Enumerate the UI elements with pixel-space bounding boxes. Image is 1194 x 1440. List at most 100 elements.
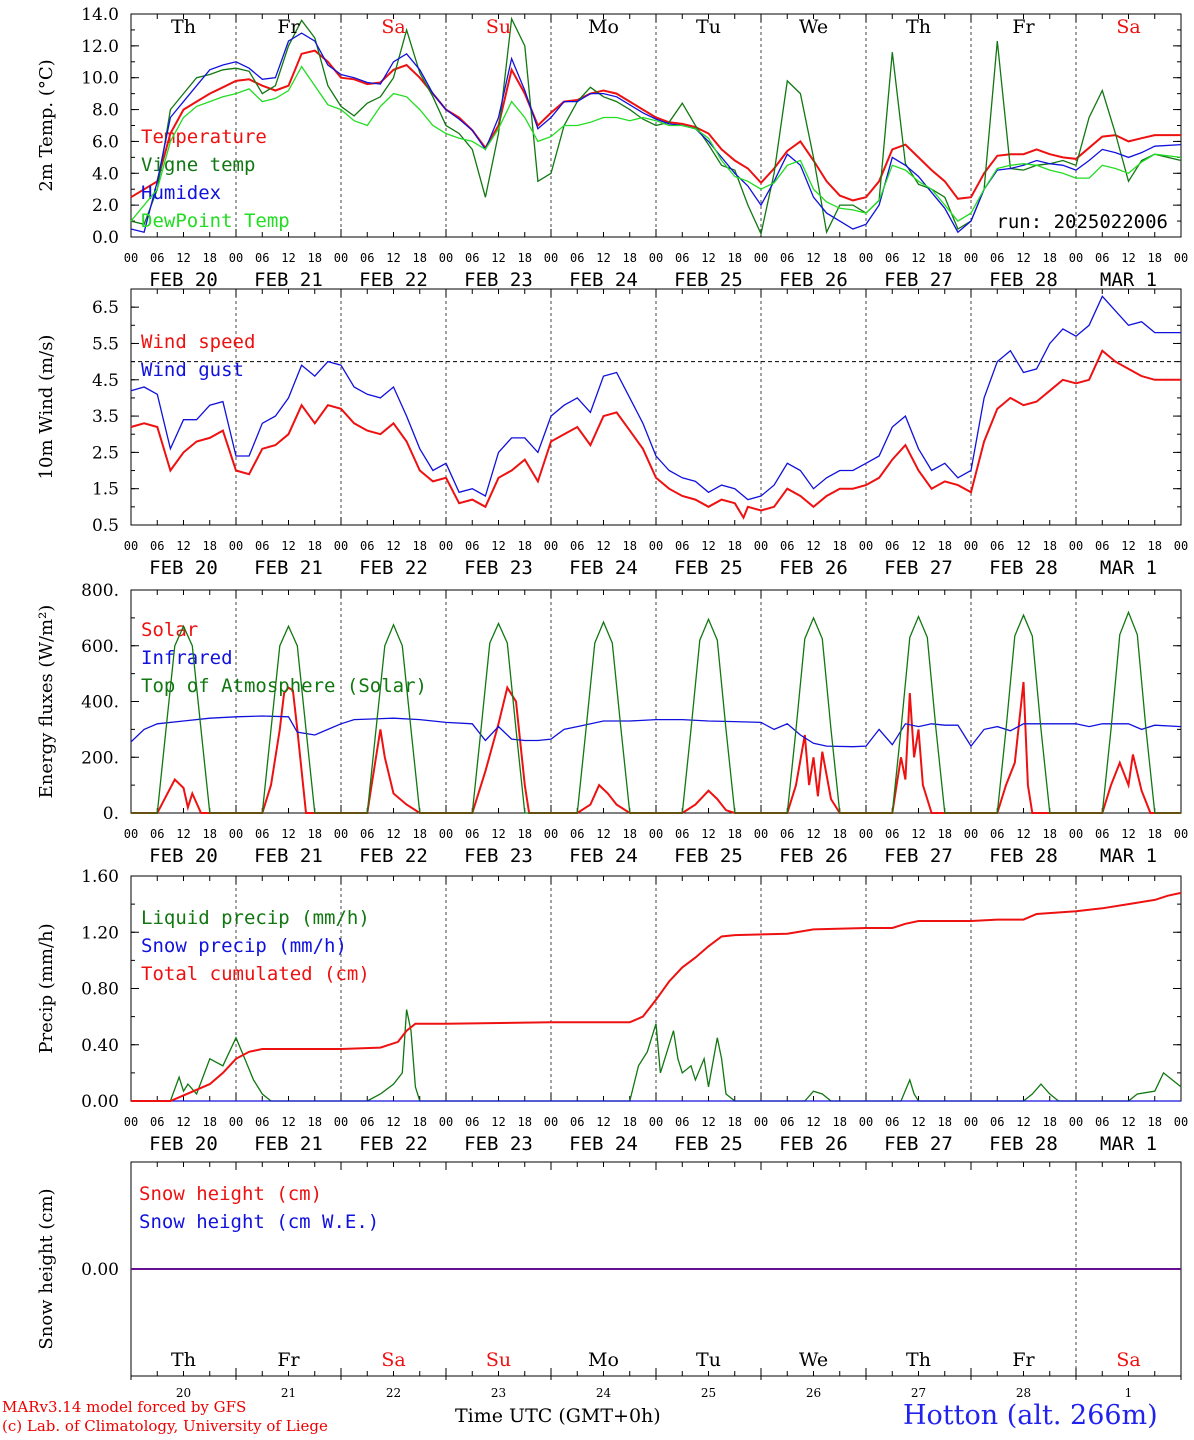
hour-label: 18 — [413, 827, 427, 841]
hour-label: 06 — [675, 1115, 689, 1129]
hour-label: 18 — [1148, 251, 1162, 265]
hour-label: 00 — [1069, 827, 1083, 841]
y-tick-label: 200. — [81, 748, 119, 768]
hour-label: 12 — [176, 1115, 190, 1129]
x-axis-title: Time UTC (GMT+0h) — [455, 1405, 661, 1427]
hour-label: 12 — [1016, 1115, 1030, 1129]
legend-entry: Humidex — [141, 182, 221, 204]
day-number-label: 25 — [701, 1386, 716, 1400]
date-label: FEB 25 — [674, 557, 743, 579]
legend-entry: Total cumulated (cm) — [141, 963, 370, 985]
station-name: Hotton (alt. 266m) — [903, 1400, 1158, 1431]
hour-label: 06 — [360, 539, 374, 553]
hour-label: 12 — [701, 827, 715, 841]
legend-entry: Temperature — [141, 126, 267, 148]
y-tick-label: 1.5 — [92, 480, 119, 500]
legend-entry: Solar — [141, 619, 198, 641]
hour-label: 00 — [754, 539, 768, 553]
hour-label: 00 — [859, 539, 873, 553]
date-label: FEB 22 — [359, 845, 428, 867]
legend-entry: Infrared — [141, 647, 233, 669]
hour-label: 18 — [623, 539, 637, 553]
hour-label: 18 — [518, 1115, 532, 1129]
hour-label: 12 — [386, 539, 400, 553]
date-label: FEB 28 — [989, 845, 1058, 867]
hour-label: 18 — [1043, 1115, 1057, 1129]
series-line-total-cumulated-cm- — [131, 891, 1182, 1102]
hour-label: 06 — [1095, 539, 1109, 553]
hour-label: 18 — [833, 827, 847, 841]
y-tick-label: 800. — [81, 581, 119, 601]
day-of-week-label: Th — [171, 1349, 196, 1371]
hour-label: 12 — [806, 1115, 820, 1129]
hour-label: 06 — [885, 827, 899, 841]
hour-label: 18 — [518, 827, 532, 841]
date-label: FEB 28 — [989, 269, 1058, 291]
series-line-top-of-atmosphere-solar- — [131, 610, 1181, 814]
day-number-label: 20 — [176, 1386, 191, 1400]
hour-label: 18 — [623, 1115, 637, 1129]
hour-label: 18 — [1043, 827, 1057, 841]
hour-label: 12 — [911, 827, 925, 841]
date-label: FEB 23 — [464, 845, 533, 867]
day-number-label: 24 — [596, 1386, 612, 1400]
hour-label: 12 — [491, 539, 505, 553]
hour-label: 06 — [465, 539, 479, 553]
y-tick-label: 8.0 — [92, 101, 119, 121]
hour-label: 18 — [1148, 827, 1162, 841]
y-tick-label: 4.5 — [92, 371, 119, 391]
hour-label: 12 — [806, 827, 820, 841]
hour-label: 06 — [360, 251, 374, 265]
hour-label: 12 — [1121, 1115, 1135, 1129]
series-line-vigne-temp — [130, 16, 1182, 236]
hour-label: 12 — [596, 251, 610, 265]
date-label: MAR 1 — [1100, 845, 1157, 867]
hour-label: 06 — [780, 539, 794, 553]
hour-label: 00 — [964, 251, 978, 265]
y-tick-label: 3.5 — [92, 407, 119, 427]
date-label: FEB 24 — [569, 557, 638, 579]
hour-label: 00 — [544, 251, 558, 265]
hour-label: 06 — [570, 539, 584, 553]
hour-label: 00 — [1174, 1115, 1188, 1129]
hour-label: 12 — [1016, 539, 1030, 553]
series-line-liquid-precip-mm-h- — [131, 1009, 1182, 1102]
day-of-week-label: Fr — [1012, 16, 1035, 38]
hour-label: 18 — [833, 539, 847, 553]
date-label: FEB 27 — [884, 1133, 953, 1155]
hour-label: 00 — [859, 251, 873, 265]
hour-label: 12 — [806, 539, 820, 553]
date-label: FEB 21 — [254, 845, 323, 867]
hour-label: 18 — [203, 539, 217, 553]
hour-label: 18 — [413, 251, 427, 265]
hour-label: 06 — [255, 251, 269, 265]
hour-label: 12 — [386, 1115, 400, 1129]
legend-entry: Snow height (cm) — [139, 1183, 322, 1205]
hour-label: 00 — [124, 539, 138, 553]
hour-label: 06 — [465, 1115, 479, 1129]
day-number-label: 23 — [491, 1386, 506, 1400]
hour-label: 00 — [544, 1115, 558, 1129]
hour-label: 18 — [413, 1115, 427, 1129]
hour-label: 06 — [990, 251, 1004, 265]
series-line-humidex — [130, 32, 1182, 234]
hour-label: 00 — [964, 827, 978, 841]
hour-label: 00 — [754, 251, 768, 265]
hour-label: 06 — [1095, 1115, 1109, 1129]
hour-label: 18 — [728, 251, 742, 265]
y-axis-label: 10m Wind (m/s) — [36, 335, 57, 480]
hour-label: 00 — [334, 251, 348, 265]
hour-label: 00 — [544, 539, 558, 553]
hour-label: 18 — [1043, 251, 1057, 265]
hour-label: 18 — [308, 539, 322, 553]
day-of-week-label: Su — [486, 1349, 511, 1371]
day-of-week-label: Sa — [1116, 1349, 1140, 1371]
date-label: FEB 23 — [464, 269, 533, 291]
legend-entry: Wind speed — [141, 331, 255, 353]
y-tick-label: 600. — [81, 637, 119, 657]
hour-label: 18 — [623, 251, 637, 265]
hour-label: 18 — [938, 1115, 952, 1129]
day-of-week-label: We — [799, 16, 828, 38]
date-label: FEB 27 — [884, 845, 953, 867]
date-label: FEB 22 — [359, 557, 428, 579]
